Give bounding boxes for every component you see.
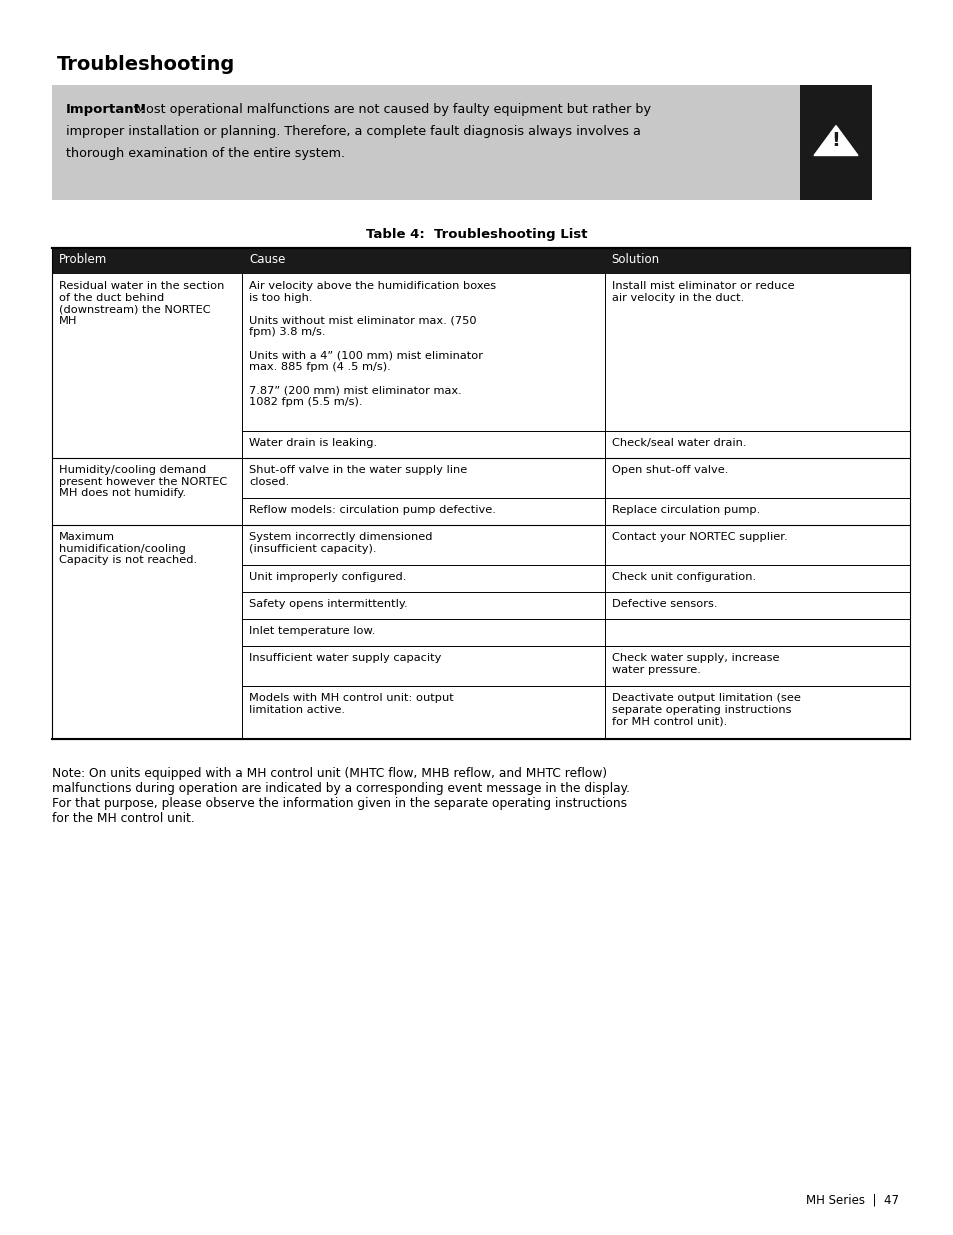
Text: Install mist eliminator or reduce
air velocity in the duct.: Install mist eliminator or reduce air ve…: [611, 282, 793, 303]
Text: Water drain is leaking.: Water drain is leaking.: [250, 438, 377, 448]
Text: !: !: [831, 131, 840, 149]
Text: Note: On units equipped with a MH control unit (MHTC flow, MHB reflow, and MHTC : Note: On units equipped with a MH contro…: [52, 767, 629, 825]
Text: Table 4:  Troubleshooting List: Table 4: Troubleshooting List: [366, 228, 587, 241]
Text: thorough examination of the entire system.: thorough examination of the entire syste…: [66, 147, 345, 161]
Text: System incorrectly dimensioned
(insufficient capacity).: System incorrectly dimensioned (insuffic…: [250, 532, 433, 553]
Text: Problem: Problem: [59, 253, 107, 266]
Text: Residual water in the section
of the duct behind
(downstream) the NORTEC
MH: Residual water in the section of the duc…: [59, 282, 224, 326]
Text: Reflow models: circulation pump defective.: Reflow models: circulation pump defectiv…: [250, 505, 496, 515]
Text: Important!: Important!: [66, 103, 147, 116]
Text: Open shut-off valve.: Open shut-off valve.: [611, 466, 727, 475]
Text: Check water supply, increase
water pressure.: Check water supply, increase water press…: [611, 653, 779, 674]
Text: Check/seal water drain.: Check/seal water drain.: [611, 438, 745, 448]
Text: Models with MH control unit: output
limitation active.: Models with MH control unit: output limi…: [250, 693, 454, 715]
Text: Check unit configuration.: Check unit configuration.: [611, 572, 755, 582]
Polygon shape: [813, 126, 857, 156]
Text: Contact your NORTEC supplier.: Contact your NORTEC supplier.: [611, 532, 786, 542]
Text: Solution: Solution: [611, 253, 659, 266]
Text: Inlet temperature low.: Inlet temperature low.: [250, 626, 375, 636]
Text: Humidity/cooling demand
present however the NORTEC
MH does not humidify.: Humidity/cooling demand present however …: [59, 466, 227, 498]
Text: Deactivate output limitation (see
separate operating instructions
for MH control: Deactivate output limitation (see separa…: [611, 693, 800, 726]
Text: MH Series  |  47: MH Series | 47: [805, 1194, 898, 1207]
Text: Air velocity above the humidification boxes
is too high.

Units without mist eli: Air velocity above the humidification bo…: [250, 282, 497, 408]
Text: Troubleshooting: Troubleshooting: [57, 56, 235, 74]
Text: Shut-off valve in the water supply line
closed.: Shut-off valve in the water supply line …: [250, 466, 467, 487]
Text: Insufficient water supply capacity: Insufficient water supply capacity: [250, 653, 441, 663]
Text: improper installation or planning. Therefore, a complete fault diagnosis always : improper installation or planning. There…: [66, 125, 640, 138]
Text: Safety opens intermittently.: Safety opens intermittently.: [250, 599, 408, 609]
Text: Maximum
humidification/cooling
Capacity is not reached.: Maximum humidification/cooling Capacity …: [59, 532, 197, 566]
Bar: [52, 85, 871, 200]
Text: Most operational malfunctions are not caused by faulty equipment but rather by: Most operational malfunctions are not ca…: [135, 103, 650, 116]
Text: Cause: Cause: [250, 253, 286, 266]
Bar: [52, 248, 909, 274]
Text: Replace circulation pump.: Replace circulation pump.: [611, 505, 759, 515]
Bar: [800, 85, 871, 200]
Text: Defective sensors.: Defective sensors.: [611, 599, 717, 609]
Text: Unit improperly configured.: Unit improperly configured.: [250, 572, 406, 582]
